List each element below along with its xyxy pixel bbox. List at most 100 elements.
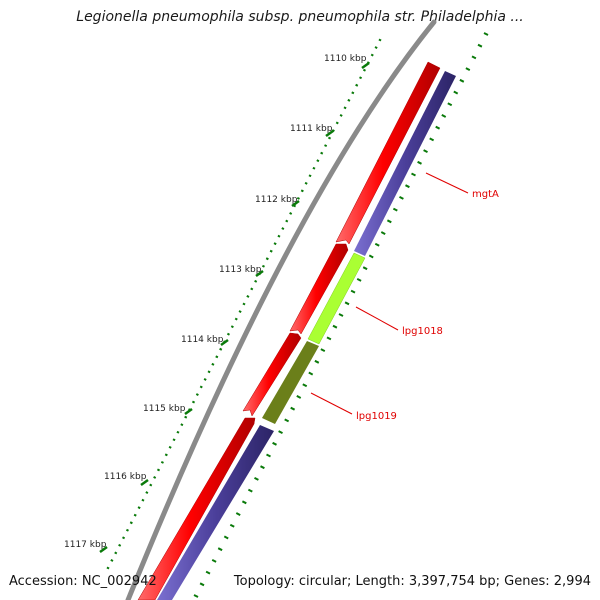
minor-tick xyxy=(335,121,339,125)
inner-tick xyxy=(350,289,356,294)
inner-tick xyxy=(193,594,199,598)
minor-tick xyxy=(133,513,137,517)
minor-tick xyxy=(238,310,242,313)
minor-tick xyxy=(230,325,234,329)
gene-mgtA xyxy=(354,71,456,256)
gene-lpg1018 xyxy=(307,252,366,345)
tick-mark-1115 xyxy=(184,407,193,416)
minor-tick xyxy=(254,279,258,283)
inner-tick xyxy=(338,313,344,317)
minor-tick xyxy=(281,227,285,230)
inner-tick xyxy=(266,453,271,458)
backbone-arc xyxy=(125,19,437,600)
inner-tick xyxy=(441,114,447,118)
minor-tick xyxy=(203,378,207,381)
minor-tick xyxy=(265,257,269,261)
inner-tick xyxy=(284,418,290,423)
minor-tick xyxy=(125,528,129,532)
minor-tick xyxy=(114,551,118,555)
minor-tick xyxy=(176,430,180,434)
gene-lpg1019 xyxy=(262,341,319,424)
minor-tick xyxy=(351,91,355,95)
minor-tick xyxy=(324,144,328,148)
map-title: Legionella pneumophila subsp. pneumophil… xyxy=(76,9,524,25)
inner-ticks xyxy=(193,32,489,598)
inner-tick xyxy=(260,465,265,470)
inner-tick xyxy=(471,55,477,60)
inner-tick xyxy=(435,125,441,130)
inner-tick xyxy=(211,559,217,563)
inner-tick xyxy=(405,184,410,189)
minor-tick xyxy=(289,212,293,215)
minor-tick xyxy=(106,566,110,570)
minor-tick xyxy=(331,129,335,132)
minor-tick xyxy=(141,498,145,502)
minor-tick xyxy=(242,302,246,306)
gene-label-lpg1018: lpg1018 xyxy=(402,326,443,337)
accession-text: Accession: NC_002942 xyxy=(9,574,157,589)
minor-tick xyxy=(145,491,149,494)
inner-tick xyxy=(332,324,338,329)
tick-mark-1116 xyxy=(140,478,149,487)
inner-tick xyxy=(459,78,465,83)
cds-track xyxy=(137,61,441,600)
inner-tick xyxy=(483,32,489,36)
inner-tick xyxy=(229,523,235,528)
tick-mark-1111 xyxy=(325,129,334,138)
minor-tick xyxy=(234,317,238,321)
minor-tick xyxy=(184,415,188,419)
inner-tick xyxy=(344,301,350,306)
inner-tick xyxy=(368,254,374,259)
minor-tick xyxy=(273,242,277,246)
tick-label-1115: 1115 kbp xyxy=(143,404,186,414)
inner-tick xyxy=(465,67,471,71)
minor-tick xyxy=(312,166,316,170)
minor-tick xyxy=(304,181,308,185)
minor-tick xyxy=(160,460,164,464)
tick-label-1114: 1114 kbp xyxy=(181,335,224,345)
minor-tick xyxy=(374,46,378,49)
tick-label-1113: 1113 kbp xyxy=(219,265,262,275)
minor-tick xyxy=(215,355,219,359)
minor-tick xyxy=(277,234,281,238)
inner-tick xyxy=(247,488,253,493)
minor-tick xyxy=(359,76,363,80)
minor-tick xyxy=(343,106,347,110)
inner-tick xyxy=(411,172,416,177)
minor-tick xyxy=(320,151,324,155)
inner-tick xyxy=(429,137,435,142)
minor-tick xyxy=(378,38,382,42)
gene-track xyxy=(157,71,456,600)
gene-label-lpg1019: lpg1019 xyxy=(356,411,397,422)
tick-mark-1114 xyxy=(220,338,229,347)
minor-tick xyxy=(355,83,359,87)
minor-tick xyxy=(172,438,176,442)
minor-tick xyxy=(269,249,273,253)
inner-tick xyxy=(241,500,247,505)
minor-tick xyxy=(168,445,172,449)
inner-tick xyxy=(272,441,277,446)
inner-tick xyxy=(386,219,392,224)
inner-tick xyxy=(199,582,205,587)
inner-tick xyxy=(380,231,386,235)
inner-tick xyxy=(417,160,422,165)
minor-tick xyxy=(191,400,196,404)
minor-tick xyxy=(118,543,122,547)
minor-tick xyxy=(347,98,351,102)
major-ticks: 1110 kbp 1111 kbp 1112 kbp 1113 kbp 1114… xyxy=(64,54,370,554)
inner-tick xyxy=(235,512,241,516)
tick-mark-1117 xyxy=(99,545,108,554)
minor-tick xyxy=(219,347,223,351)
tick-mark-1112 xyxy=(291,199,300,208)
inner-tick xyxy=(392,207,398,212)
tick-mark-1110 xyxy=(361,61,370,70)
cds-feature-4 xyxy=(137,417,256,600)
inner-tick xyxy=(453,90,459,95)
inner-tick xyxy=(308,371,314,376)
tick-label-1110: 1110 kbp xyxy=(324,54,367,64)
label-line-lpg1019 xyxy=(310,392,353,415)
tick-label-1111: 1111 kbp xyxy=(290,124,333,134)
minor-tick xyxy=(211,362,215,366)
inner-tick xyxy=(423,149,428,153)
